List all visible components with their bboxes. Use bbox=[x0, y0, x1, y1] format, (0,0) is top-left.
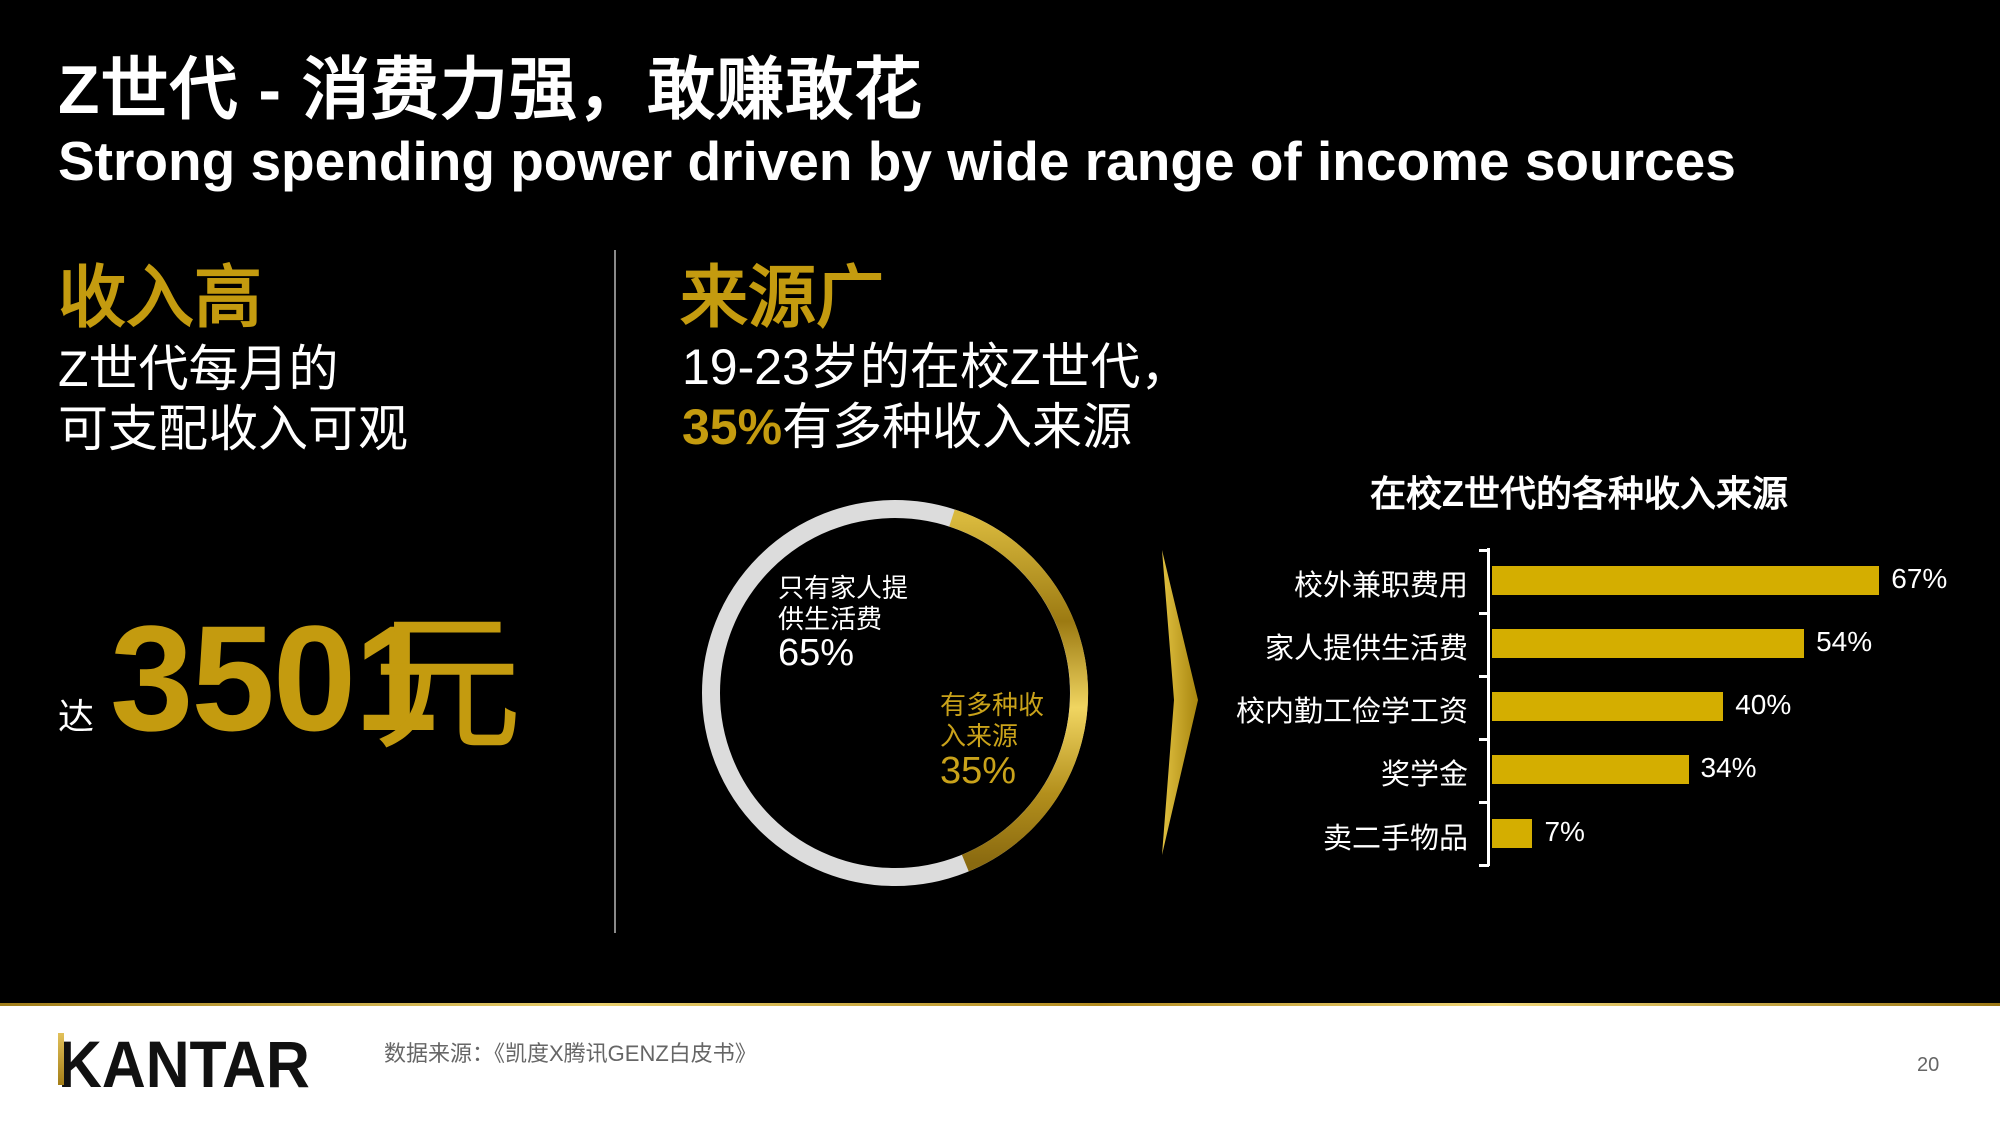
donut-chart bbox=[702, 500, 1089, 886]
axis-tick bbox=[1479, 738, 1489, 741]
donut-segment-multi-source bbox=[949, 509, 1089, 872]
slide-title-cn: Z世代 - 消费力强，敢赚敢花 bbox=[58, 52, 923, 128]
bar-value-label: 54% bbox=[1816, 626, 1873, 657]
bar bbox=[1492, 692, 1724, 721]
bar-value-label: 40% bbox=[1735, 689, 1792, 720]
bar-category-label: 奖学金 bbox=[1380, 759, 1468, 791]
page-number: 20 bbox=[1917, 1054, 1940, 1076]
bar-category-label: 家人提供生活费 bbox=[1264, 633, 1468, 665]
sources-desc-line2: 35%有多种收入来源 bbox=[682, 398, 1132, 456]
donut-label-multi-source: 有多种收 入来源 bbox=[940, 690, 1045, 751]
sources-heading: 来源广 bbox=[680, 260, 885, 336]
axis-tick bbox=[1479, 549, 1489, 552]
income-unit: 元 bbox=[372, 600, 523, 768]
axis-tick bbox=[1479, 864, 1489, 867]
bar-category-label: 校内勤工俭学工资 bbox=[1235, 696, 1468, 728]
footer-gold-line bbox=[0, 1003, 2000, 1006]
bar bbox=[1492, 755, 1689, 784]
bar-chart-axis bbox=[1487, 548, 1490, 866]
income-prefix: 达 bbox=[58, 696, 95, 737]
bar-value-label: 67% bbox=[1891, 563, 1948, 594]
footer bbox=[0, 1003, 2000, 1125]
axis-tick bbox=[1479, 612, 1489, 615]
bar-chart-title: 在校Z世代的各种收入来源 bbox=[1370, 473, 1788, 514]
sources-pct: 35% bbox=[682, 399, 783, 455]
bar-category-label: 校外兼职费用 bbox=[1293, 570, 1468, 602]
bar-category-label: 卖二手物品 bbox=[1322, 823, 1468, 855]
income-desc-line2: 可支配收入可观 bbox=[58, 401, 408, 457]
income-amount: 3501 bbox=[110, 594, 438, 762]
income-heading: 收入高 bbox=[58, 260, 263, 336]
section-divider bbox=[614, 250, 616, 933]
bar bbox=[1492, 629, 1805, 658]
slide-title-en: Strong spending power driven by wide ran… bbox=[58, 130, 1736, 192]
donut-label-family-only: 只有家人提 供生活费 bbox=[778, 573, 909, 634]
income-desc-line1: Z世代每月的 bbox=[58, 341, 339, 397]
bar-value-label: 34% bbox=[1700, 752, 1757, 783]
donut-value-multi-source: 35% bbox=[940, 750, 1017, 792]
bar bbox=[1492, 819, 1533, 848]
sources-desc-text: 有多种收入来源 bbox=[782, 399, 1133, 455]
chevron-right-icon bbox=[1162, 550, 1198, 855]
kantar-logo: KANTAR bbox=[58, 1027, 310, 1101]
bar-value-label: 7% bbox=[1544, 816, 1585, 847]
donut-value-family-only: 65% bbox=[778, 632, 855, 674]
axis-tick bbox=[1479, 675, 1489, 678]
axis-tick bbox=[1479, 801, 1489, 804]
sources-desc-line1: 19-23岁的在校Z世代， bbox=[682, 339, 1191, 395]
logo-gold-bar bbox=[58, 1033, 64, 1085]
bar bbox=[1492, 566, 1880, 595]
data-source-note: 数据来源：《凯度X腾讯GENZ白皮书》 bbox=[384, 1041, 757, 1066]
